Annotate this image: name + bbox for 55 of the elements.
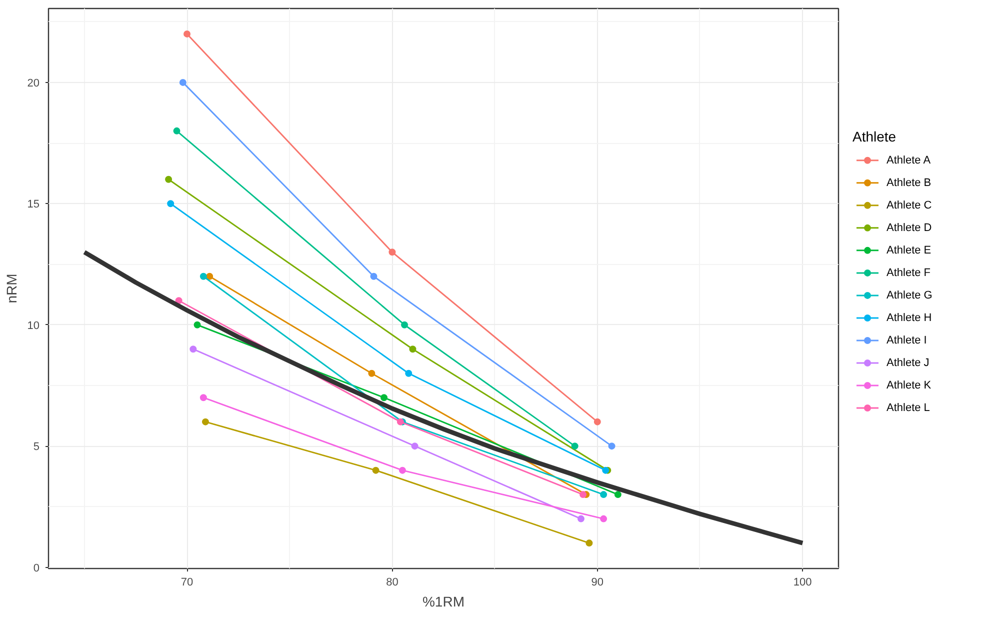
point xyxy=(179,78,186,86)
point xyxy=(202,418,209,426)
point xyxy=(206,272,214,280)
point xyxy=(409,346,416,353)
legend-label: Athlete B xyxy=(886,176,932,189)
legend-title: Athlete xyxy=(852,128,896,145)
point xyxy=(372,466,380,474)
point xyxy=(594,418,601,426)
y-tick-label: 5 xyxy=(33,441,40,454)
point xyxy=(370,272,378,280)
x-tick-label: 70 xyxy=(180,576,194,588)
y-tick-label: 20 xyxy=(27,77,40,90)
point xyxy=(388,248,396,256)
legend-label: Athlete L xyxy=(886,402,930,414)
x-tick-label: 100 xyxy=(793,576,812,588)
point xyxy=(614,491,622,498)
point xyxy=(608,442,616,450)
legend-label: Athlete A xyxy=(886,154,932,166)
point xyxy=(173,127,180,134)
point xyxy=(184,30,191,38)
y-axis-title: nRM xyxy=(3,274,20,304)
y-tick-label: 15 xyxy=(27,198,40,211)
line-series xyxy=(82,250,805,546)
legend-label: Athlete J xyxy=(886,356,930,369)
point xyxy=(600,515,608,522)
legend-label: Athlete G xyxy=(886,289,932,302)
point xyxy=(405,370,412,377)
legend-label: Athlete D xyxy=(886,222,932,234)
point xyxy=(380,394,388,402)
point xyxy=(200,394,207,402)
legend-label: Athlete C xyxy=(886,199,932,212)
point xyxy=(600,491,608,498)
y-tick-label: 10 xyxy=(27,320,40,332)
point xyxy=(411,442,418,450)
x-tick-label: 80 xyxy=(386,576,398,588)
point xyxy=(200,272,207,280)
point xyxy=(571,442,578,450)
legend-label: Athlete E xyxy=(886,244,932,256)
point xyxy=(194,321,201,328)
x-axis-title: %1RM xyxy=(422,594,465,610)
legend-label: Athlete F xyxy=(886,266,931,279)
point xyxy=(167,200,174,208)
legend-label: Athlete K xyxy=(886,379,932,392)
point xyxy=(586,540,593,547)
point xyxy=(580,491,587,498)
legend-label: Athlete H xyxy=(886,312,932,324)
point xyxy=(398,466,406,474)
point xyxy=(368,370,376,377)
point xyxy=(577,515,584,522)
point xyxy=(190,346,197,353)
y-tick-label: 0 xyxy=(33,562,40,574)
point xyxy=(165,176,172,183)
point xyxy=(401,321,408,328)
x-tick-label: 90 xyxy=(591,576,604,588)
legend-label: Athlete I xyxy=(886,334,927,346)
